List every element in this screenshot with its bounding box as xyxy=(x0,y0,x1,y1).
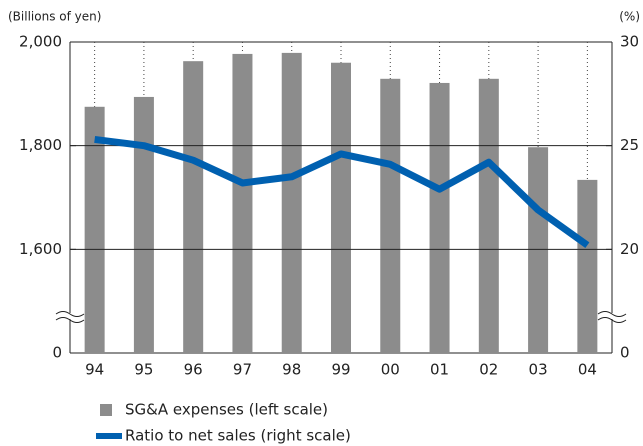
axis-break-gap xyxy=(56,313,84,319)
bar xyxy=(331,62,351,353)
x-tick-label: 03 xyxy=(529,361,548,379)
x-tick-label: 95 xyxy=(134,361,153,379)
legend-label: Ratio to net sales (right scale) xyxy=(125,427,351,445)
line xyxy=(94,135,590,249)
y-tick-label: 1,600 xyxy=(19,240,62,258)
bar xyxy=(281,52,302,353)
y2-tick-label: 0 xyxy=(620,344,630,362)
bar xyxy=(380,78,401,353)
x-tick-label: 00 xyxy=(381,361,400,379)
x-tick-label: 02 xyxy=(479,361,498,379)
y-tick-label: 2,000 xyxy=(19,33,62,51)
axis-break xyxy=(55,317,85,323)
bar xyxy=(429,82,450,353)
y2-tick-label: 20 xyxy=(620,240,639,258)
y2-tick-label: 25 xyxy=(620,136,639,154)
bar xyxy=(232,53,253,354)
x-tick-label: 98 xyxy=(282,361,301,379)
legend-label: SG&A expenses (left scale) xyxy=(125,401,328,419)
axis-break-gap xyxy=(598,313,626,319)
bar xyxy=(133,96,154,354)
x-tick-label: 96 xyxy=(184,361,203,379)
x-tick-label: 01 xyxy=(430,361,449,379)
bar xyxy=(577,179,598,353)
x-tick-label: 97 xyxy=(233,361,252,379)
bar xyxy=(528,147,549,353)
y2-tick-label: 30 xyxy=(620,33,639,51)
y2-axis-label: (%) xyxy=(619,10,640,24)
y-tick-label: 1,800 xyxy=(19,136,62,154)
axis-break xyxy=(55,311,85,317)
bar xyxy=(478,78,499,353)
x-tick-label: 04 xyxy=(578,361,597,379)
legend-swatch xyxy=(96,433,122,439)
axis-break xyxy=(597,317,627,323)
x-tick-label: 99 xyxy=(331,361,350,379)
y-tick-label: 0 xyxy=(52,344,62,362)
bar xyxy=(183,61,204,353)
axis-break xyxy=(597,311,627,317)
x-tick-label: 94 xyxy=(85,361,104,379)
bar xyxy=(84,106,105,354)
legend-swatch xyxy=(100,404,112,416)
y-axis-label: (Billions of yen) xyxy=(8,10,101,24)
